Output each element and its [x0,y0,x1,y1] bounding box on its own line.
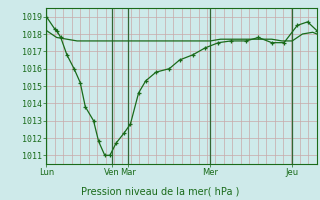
Text: Pression niveau de la mer( hPa ): Pression niveau de la mer( hPa ) [81,186,239,196]
